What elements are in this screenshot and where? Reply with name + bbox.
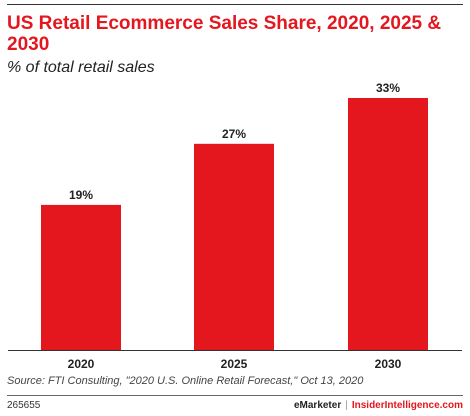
brand-insider-link[interactable]: InsiderIntelligence.com xyxy=(351,400,463,411)
bar-2025 xyxy=(194,143,274,350)
category-label-2030: 2030 xyxy=(375,357,402,371)
category-label-2025: 2025 xyxy=(221,357,248,371)
brand-credit: eMarketer | InsiderIntelligence.com xyxy=(294,400,463,412)
brand-separator: | xyxy=(345,400,348,411)
chart-title: US Retail Ecommerce Sales Share, 2020, 2… xyxy=(7,13,442,55)
value-label-2030: 33% xyxy=(376,81,400,95)
value-label-2025: 27% xyxy=(222,127,246,141)
bar-group xyxy=(41,98,428,350)
chart-id: 265655 xyxy=(7,400,41,411)
bar-2020 xyxy=(41,204,121,350)
label-group: 19% 2020 27% 2025 33% 2030 xyxy=(68,81,402,371)
bar-2030 xyxy=(348,98,428,350)
value-label-2020: 19% xyxy=(69,188,93,202)
category-label-2020: 2020 xyxy=(68,357,95,371)
top-divider xyxy=(7,4,463,5)
footer-divider xyxy=(7,395,463,396)
brand-emarketer: eMarketer xyxy=(293,400,342,411)
chart-subtitle: % of total retail sales xyxy=(7,59,155,76)
source-note: Source: FTI Consulting, "2020 U.S. Onlin… xyxy=(7,375,364,387)
